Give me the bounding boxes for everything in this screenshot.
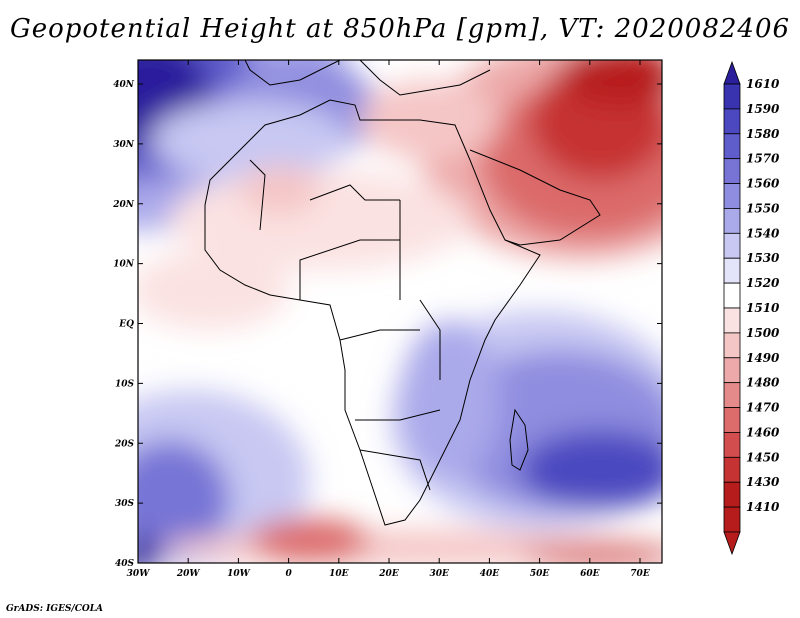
colorbar-label: 1490 [746,351,780,365]
y-tick-label: 30S [115,499,135,509]
colorbar-label: 1430 [746,475,780,489]
colorbar-label: 1530 [746,251,780,265]
colorbar-label: 1540 [746,226,780,240]
colorbar-swatch [723,432,741,458]
footer-credit: GrADS: IGES/COLA [6,604,104,614]
axis-ticks [137,60,662,564]
x-tick-label: 10E [329,569,349,579]
colorbar-bottom-arrow [723,531,741,556]
height-field [138,60,662,563]
x-tick-label: 0 [285,569,292,579]
y-tick-label: 30N [113,140,135,150]
colorbar-swatch [723,108,741,135]
colorbar-label: 1470 [746,401,780,415]
colorbar-label: 1510 [746,301,780,315]
x-tick-label: 10W [227,569,251,579]
colorbar-swatch [723,481,741,508]
colorbar-swatch [723,407,741,433]
colorbar-swatch [723,357,741,384]
y-tick-label: EQ [118,320,134,330]
x-tick-label: 50E [530,569,550,579]
colorbar: 1610 1590 1580 1570 1560 1550 1540 1530 1520 1510… [723,60,780,556]
colorbar-swatch [723,307,741,334]
y-tick-label: 10N [113,260,135,270]
axis-labels: 30W 20W 10W 0 10E 20E 30E 40E 50E 60E 70E 40N 30N 20N… [112,80,650,579]
x-tick-label: 60E [580,569,600,579]
colorbar-label: 1560 [746,177,780,191]
colorbar-label: 1450 [746,450,780,464]
colorbar-label: 1590 [746,102,780,116]
colorbar-label: 1410 [746,500,780,514]
colorbar-swatch [723,506,741,533]
colorbar-label: 1610 [746,77,780,91]
y-tick-label: 10S [115,379,135,389]
colorbar-swatch [723,382,741,408]
colorbar-label: 1480 [746,376,780,390]
x-tick-label: 20E [378,569,399,579]
x-tick-label: 30E [430,569,450,579]
x-tick-label: 20W [176,569,201,579]
x-tick-label: 70E [630,569,650,579]
colorbar-swatch [723,208,741,234]
colorbar-swatch [723,133,741,160]
colorbar-swatch [723,456,741,483]
y-tick-label: 40N [113,80,135,90]
colorbar-swatch [723,183,741,209]
y-tick-label: 20S [114,439,135,449]
colorbar-label: 1580 [746,127,780,141]
colorbar-swatch [723,83,741,110]
colorbar-swatch [723,158,741,184]
colorbar-swatch [723,282,741,309]
y-tick-label: 20N [112,200,135,210]
colorbar-top-arrow [723,60,741,85]
colorbar-swatch [723,332,741,359]
coastlines [204,60,601,526]
map-title: Geopotential Height at 850hPa [gpm], VT:… [9,14,791,44]
map-frame [137,59,663,564]
colorbar-swatch [723,232,741,259]
colorbar-label: 1500 [746,326,780,340]
x-tick-label: 30W [127,569,151,579]
colorbar-label: 1520 [746,276,780,290]
colorbar-swatch [723,257,741,284]
colorbar-label: 1570 [746,152,780,166]
colorbar-label: 1550 [746,201,780,215]
y-tick-label: 40S [115,559,135,569]
x-tick-label: 40E [480,569,500,579]
colorbar-label: 1460 [746,425,780,439]
